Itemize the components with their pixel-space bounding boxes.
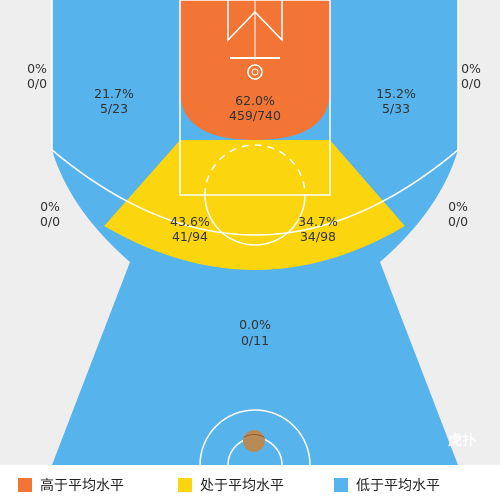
basketball-icon bbox=[243, 430, 265, 452]
zone-labels: 62.0% 459/740 0% 0/0 0% 0/0 21.7% 5/23 1… bbox=[27, 61, 481, 348]
label-right-corner-pct: 0% bbox=[461, 61, 481, 76]
label-left-baseline-mid-ratio: 0/0 bbox=[40, 214, 60, 229]
legend-label-average: 处于平均水平 bbox=[200, 478, 284, 494]
label-right-corner-ratio: 0/0 bbox=[461, 76, 481, 91]
legend-label-below: 低于平均水平 bbox=[356, 478, 440, 494]
watermark-logo: 虎扑 bbox=[448, 432, 476, 449]
label-right-wing-three-pct: 15.2% bbox=[376, 86, 416, 101]
label-left-midrange-pct: 43.6% bbox=[170, 214, 210, 229]
legend-label-above: 高于平均水平 bbox=[40, 478, 124, 494]
label-right-midrange-pct: 34.7% bbox=[298, 214, 338, 229]
label-right-midrange-ratio: 34/98 bbox=[300, 229, 336, 244]
hoop-dot bbox=[251, 68, 259, 76]
label-left-wing-three-ratio: 5/23 bbox=[100, 101, 128, 116]
label-top-three-pct: 0.0% bbox=[239, 317, 271, 332]
legend-swatch-above bbox=[18, 478, 32, 492]
label-left-corner-ratio: 0/0 bbox=[27, 76, 47, 91]
label-left-midrange-ratio: 41/94 bbox=[172, 229, 208, 244]
basketball-seam bbox=[243, 434, 265, 438]
label-right-baseline-mid-pct: 0% bbox=[448, 199, 468, 214]
label-restricted-ratio: 459/740 bbox=[229, 108, 281, 123]
zone-right-wing-three bbox=[330, 0, 458, 226]
legend-item-below: 低于平均水平 bbox=[334, 470, 440, 500]
legend-swatch-average bbox=[178, 478, 192, 492]
label-left-corner-pct: 0% bbox=[27, 61, 47, 76]
label-restricted-pct: 62.0% bbox=[235, 93, 275, 108]
label-top-three-ratio: 0/11 bbox=[241, 333, 269, 348]
zone-right-baseline-mid bbox=[380, 150, 500, 465]
court-lines bbox=[51, 0, 459, 465]
legend: 高于平均水平 处于平均水平 低于平均水平 bbox=[0, 470, 500, 500]
zone-left-baseline-mid bbox=[0, 150, 130, 465]
label-right-wing-three-ratio: 5/33 bbox=[382, 101, 410, 116]
legend-swatch-below bbox=[334, 478, 348, 492]
shot-chart-court: 62.0% 459/740 0% 0/0 0% 0/0 21.7% 5/23 1… bbox=[0, 0, 500, 465]
legend-item-average: 处于平均水平 bbox=[178, 470, 284, 500]
label-left-baseline-mid-pct: 0% bbox=[40, 199, 60, 214]
label-right-baseline-mid-ratio: 0/0 bbox=[448, 214, 468, 229]
zone-left-wing-three bbox=[52, 0, 180, 226]
legend-item-above: 高于平均水平 bbox=[18, 470, 124, 500]
label-left-wing-three-pct: 21.7% bbox=[94, 86, 134, 101]
